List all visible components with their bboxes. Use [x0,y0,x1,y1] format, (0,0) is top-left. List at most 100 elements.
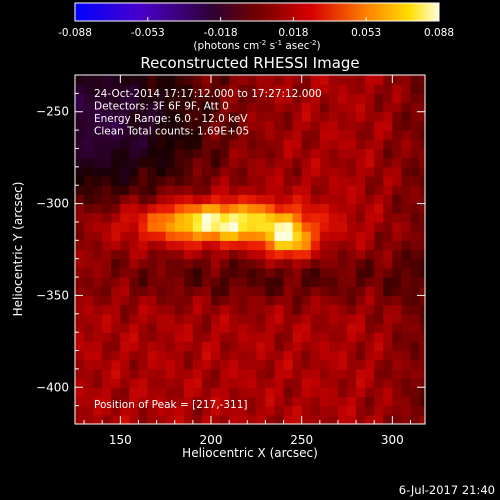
heatmap-cell [365,359,375,370]
heatmap-cell [111,405,121,416]
heatmap-cell [265,231,276,241]
heatmap-cell [192,249,203,260]
heatmap-cell [301,130,312,140]
heatmap-cell [75,378,85,388]
heatmap-cell [138,350,149,361]
heatmap-cell [383,111,393,122]
heatmap-cell [356,295,366,306]
heatmap-cell [129,405,140,416]
heatmap-cell [256,249,267,260]
heatmap-cell [75,304,85,315]
heatmap-cell [183,258,194,269]
heatmap-cell [93,313,103,324]
heatmap-cell [301,221,312,232]
heatmap-cell [365,249,375,260]
heatmap-cell [247,203,257,214]
heatmap-cell [165,139,176,150]
heatmap-cell [374,378,384,388]
heatmap-cell [183,313,194,324]
heatmap-cell [84,212,94,223]
heatmap-cell [419,75,426,85]
heatmap-cell [138,368,149,379]
heatmap-cell [129,295,140,306]
heatmap-cell [247,84,257,94]
heatmap-cell [147,111,158,122]
heatmap-cell [365,341,375,352]
heatmap-cell [183,221,194,232]
heatmap-cell [401,111,412,122]
heatmap-cell [310,341,321,352]
heatmap-cell [75,212,85,223]
heatmap-cell [102,93,112,104]
heatmap-cell [229,203,239,214]
heatmap-cell [374,359,384,370]
heatmap-cell [238,212,248,223]
heatmap-cell [138,84,149,94]
heatmap-cell [310,414,321,425]
heatmap-cell [129,176,140,186]
heatmap-cell [138,212,149,223]
heatmap-cell [337,368,348,379]
heatmap-cell [419,387,426,398]
heatmap-cell [201,313,212,324]
heatmap-cell [93,221,103,232]
heatmap-cell [347,93,357,104]
heatmap-cell [102,120,112,131]
heatmap-cell [283,258,294,269]
heatmap-cell [401,130,412,140]
heatmap-cell [383,378,393,388]
heatmap-cell [129,322,140,333]
heatmap-cell [392,368,403,379]
heatmap-cell [165,313,176,324]
heatmap-cell [238,166,248,177]
heatmap-cell [265,387,276,398]
heatmap-cell [75,130,85,140]
heatmap-cell [319,359,330,370]
heatmap-cell [211,414,221,425]
heatmap-cell [410,130,421,140]
heatmap-cell [356,414,366,425]
heatmap-cell [229,258,239,269]
heatmap-cell [247,231,257,241]
heatmap-cell [211,203,221,214]
heatmap-cell [211,258,221,269]
heatmap-cell [174,368,185,379]
heatmap-cell [129,102,140,113]
heatmap-cell [337,176,348,186]
heatmap-cell [129,304,140,315]
heatmap-cell [120,212,131,223]
heatmap-cell [374,194,384,205]
heatmap-cell [410,93,421,104]
heatmap-cell [392,387,403,398]
heatmap-cell [274,231,285,241]
heatmap-cell [274,267,285,278]
heatmap-cell [220,277,230,287]
heatmap-cell [165,111,176,122]
heatmap-cell [374,185,384,195]
heatmap-cell [274,84,285,94]
heatmap-cell [301,396,312,407]
heatmap-cell [93,84,103,94]
heatmap-cell [383,157,393,168]
heatmap-cell [392,295,403,306]
heatmap-cell [84,414,94,425]
heatmap-cell [383,341,393,352]
heatmap-cell [220,405,230,416]
heatmap-cell [310,359,321,370]
heatmap-cell [419,130,426,140]
heatmap-cell [165,341,176,352]
heatmap-cell [201,387,212,398]
heatmap-cell [356,93,366,104]
heatmap-cell [283,93,294,104]
heatmap-cell [401,341,412,352]
heatmap-cell [111,231,121,241]
heatmap-cell [238,378,248,388]
heatmap-cell [75,313,85,324]
heatmap-cell [84,166,94,177]
heatmap-cell [392,130,403,140]
heatmap-cell [337,396,348,407]
heatmap-cell [229,341,239,352]
heatmap-cell [374,212,384,223]
heatmap-cell [328,359,339,370]
heatmap-cell [292,148,303,159]
